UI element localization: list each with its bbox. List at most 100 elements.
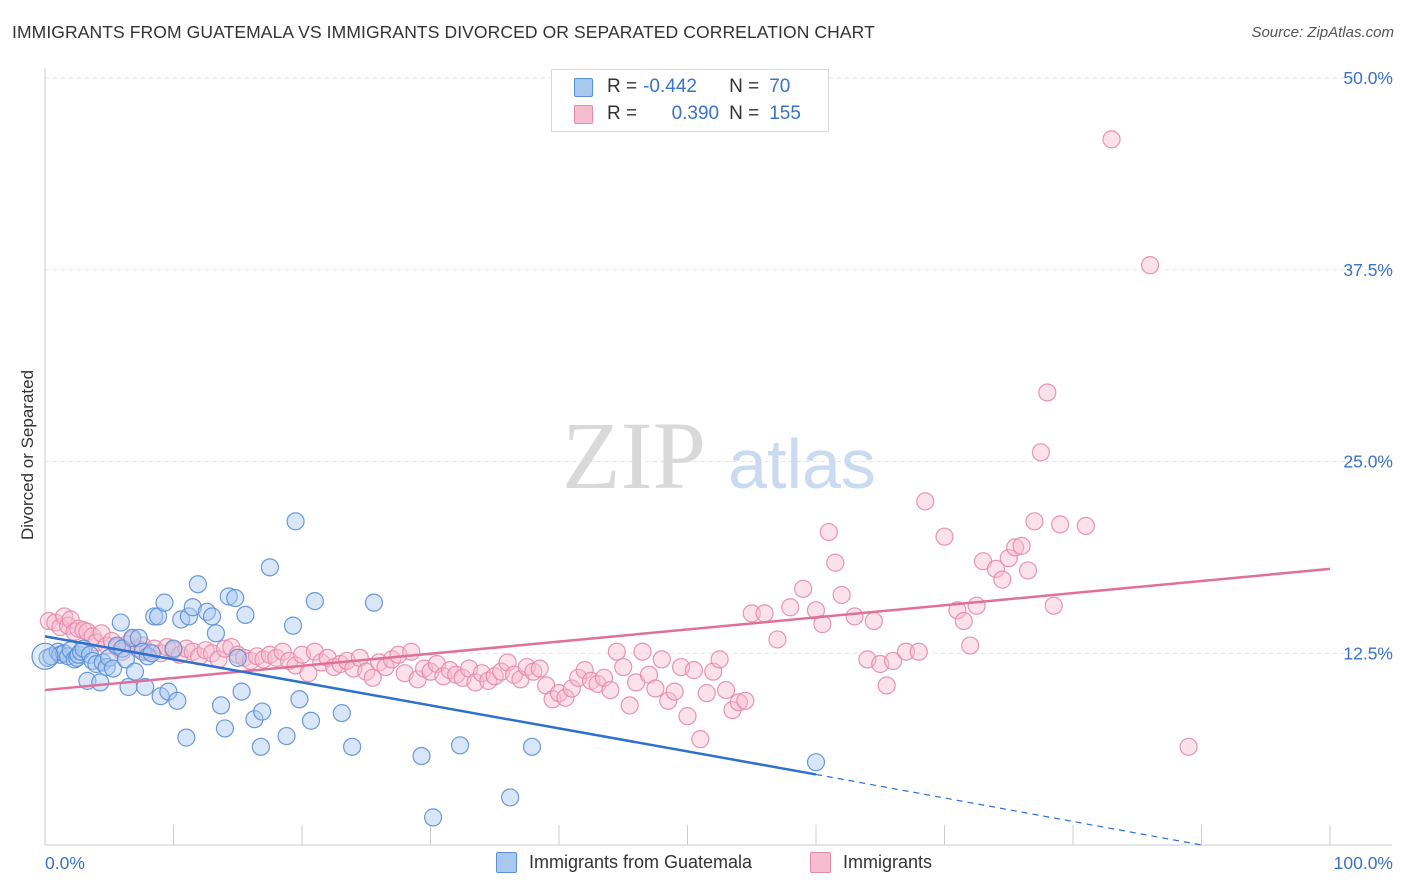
guatemala-point bbox=[91, 673, 110, 692]
immigrants-point bbox=[954, 611, 973, 631]
bottom-legend-label: Immigrants from Guatemala bbox=[529, 852, 753, 872]
stats-legend: R = -0.442 N = 70 R = 0.390 N = 155 bbox=[551, 69, 829, 132]
guatemala-point bbox=[177, 728, 196, 747]
guatemala-point bbox=[123, 628, 142, 648]
immigrants-point bbox=[916, 492, 935, 511]
watermark-zip: ZIP bbox=[562, 402, 706, 509]
immigrants-point bbox=[1025, 512, 1044, 531]
guatemala-point bbox=[104, 659, 123, 678]
axes bbox=[44, 68, 1392, 846]
immigrants-trend-line bbox=[44, 567, 1331, 692]
guatemala-point bbox=[202, 607, 222, 626]
bottom-swatch-blue bbox=[496, 852, 517, 873]
guatemala-trend-line bbox=[44, 635, 817, 776]
guatemala-point bbox=[286, 512, 305, 531]
immigrants-point bbox=[993, 570, 1012, 589]
immigrants-point bbox=[909, 642, 928, 661]
legend-r-label: R = bbox=[607, 103, 638, 124]
guatemala-point bbox=[155, 593, 174, 612]
immigrants-point bbox=[1038, 383, 1057, 402]
guatemala-point bbox=[290, 690, 309, 709]
immigrants-point bbox=[684, 661, 704, 680]
guatemala-point bbox=[305, 591, 324, 611]
trend-lines bbox=[44, 567, 1331, 846]
immigrants-point bbox=[768, 630, 787, 649]
legend-r-value: -0.442 bbox=[643, 76, 697, 97]
bottom-legend-guatemala: Immigrants from Guatemala bbox=[496, 852, 752, 873]
immigrants-point bbox=[485, 667, 504, 686]
guatemala-point bbox=[215, 719, 234, 738]
immigrants-point bbox=[781, 598, 800, 617]
guatemala-point bbox=[125, 662, 145, 681]
immigrants-point bbox=[935, 527, 954, 546]
guatemala-point bbox=[228, 648, 247, 667]
immigrants-point bbox=[1044, 596, 1063, 615]
immigrants-point bbox=[665, 682, 684, 701]
legend-r-value: 0.390 bbox=[671, 103, 720, 124]
immigrants-point bbox=[678, 707, 697, 726]
immigrants-point bbox=[729, 693, 749, 712]
guatemala-point bbox=[301, 711, 321, 730]
legend-n-label: N = bbox=[729, 103, 760, 124]
immigrants-point bbox=[961, 636, 980, 655]
x-tick-label: 0.0% bbox=[45, 853, 85, 873]
immigrants-point bbox=[601, 680, 620, 700]
immigrants-point bbox=[273, 642, 292, 661]
immigrants-point bbox=[562, 679, 581, 698]
immigrants-point bbox=[883, 651, 903, 671]
immigrants-point bbox=[710, 650, 729, 669]
guatemala-point bbox=[501, 788, 520, 807]
x-tick-label: 100.0% bbox=[1334, 853, 1393, 873]
immigrants-point bbox=[845, 607, 864, 626]
immigrants-point bbox=[794, 579, 813, 598]
bottom-swatch-pink bbox=[810, 852, 831, 873]
bottom-legend-immigrants: Immigrants bbox=[810, 852, 932, 873]
y-axis-label: Divorced or Separated bbox=[18, 369, 37, 541]
guatemala-point bbox=[364, 593, 384, 612]
guatemala-point bbox=[251, 737, 270, 756]
legend-row-immigrants: R = 0.390 N = 155 bbox=[574, 102, 801, 126]
immigrants-point bbox=[736, 691, 755, 710]
immigrants-point bbox=[742, 604, 761, 623]
guatemala-point bbox=[806, 753, 826, 772]
immigrants-point bbox=[716, 680, 736, 700]
guatemala-point bbox=[129, 628, 148, 648]
watermark-atlas: atlas bbox=[728, 425, 876, 503]
immigrants-point bbox=[607, 642, 626, 661]
immigrants-point bbox=[659, 691, 678, 710]
source-label: Source: ZipAtlas.com bbox=[1251, 24, 1394, 41]
guatemala-point bbox=[31, 642, 59, 670]
guatemala-point bbox=[179, 607, 199, 626]
immigrants-point bbox=[363, 668, 382, 687]
immigrants-point bbox=[999, 549, 1018, 568]
guatemala-point bbox=[211, 696, 231, 715]
legend-row-guatemala: R = -0.442 N = 70 bbox=[574, 75, 790, 99]
immigrants-point bbox=[826, 553, 845, 572]
immigrants-point bbox=[864, 611, 883, 631]
legend-swatch-blue bbox=[574, 77, 593, 97]
guatemala-point bbox=[188, 575, 208, 594]
guatemala-point bbox=[423, 808, 443, 827]
legend-r-label: R = bbox=[607, 76, 638, 97]
legend-n-value: 70 bbox=[769, 76, 791, 97]
y-tick-label: 12.5% bbox=[1343, 643, 1393, 663]
guatemala-point bbox=[522, 737, 542, 756]
immigrants-point bbox=[530, 659, 549, 678]
immigrants-point bbox=[1051, 515, 1070, 534]
series-immigrants-points bbox=[39, 130, 1198, 756]
immigrants-point bbox=[896, 642, 916, 661]
guatemala-point bbox=[206, 624, 226, 643]
gridlines bbox=[45, 77, 1392, 654]
immigrants-point bbox=[755, 604, 774, 623]
guatemala-point bbox=[245, 710, 264, 729]
immigrants-point bbox=[1076, 516, 1095, 536]
immigrants-point bbox=[1031, 443, 1050, 462]
y-tick-label: 37.5% bbox=[1343, 260, 1393, 280]
immigrants-point bbox=[967, 596, 986, 615]
guatemala-point bbox=[136, 677, 155, 697]
bottom-legend-label: Immigrants bbox=[843, 852, 933, 872]
immigrants-point bbox=[614, 657, 633, 677]
legend-n-label: N = bbox=[729, 76, 760, 97]
series-guatemala-points bbox=[31, 512, 826, 827]
chart-title: IMMIGRANTS FROM GUATEMALA VS IMMIGRANTS … bbox=[12, 22, 875, 42]
